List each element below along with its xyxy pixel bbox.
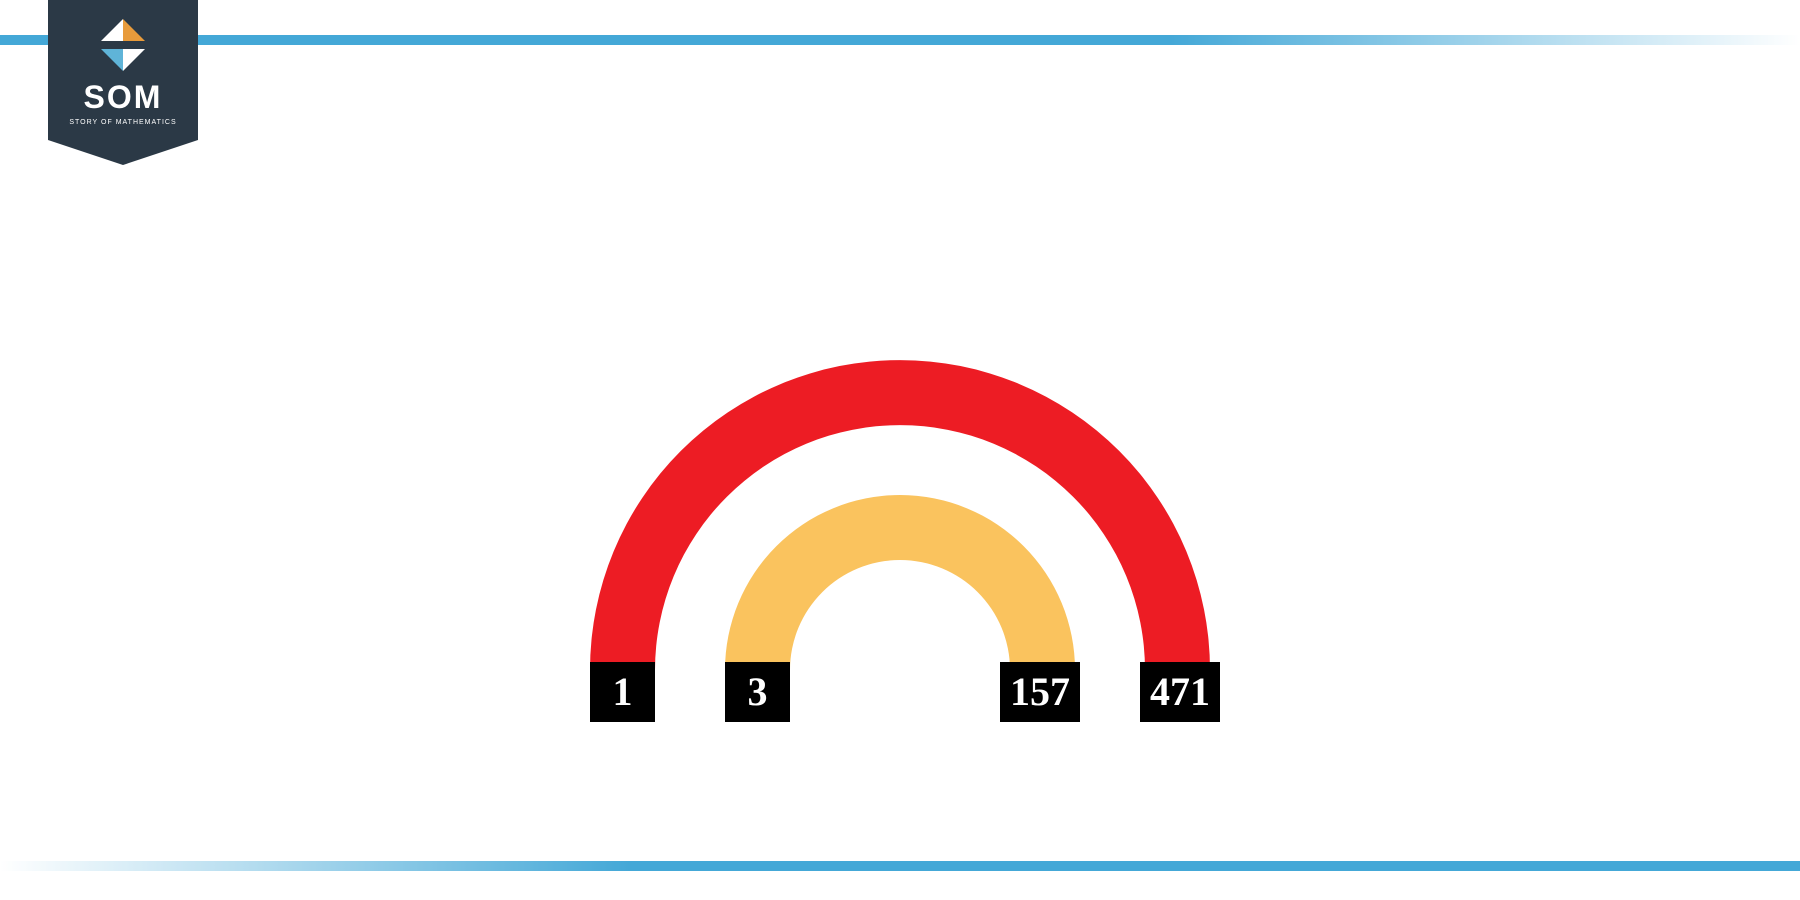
top-accent-bar [0,32,1800,42]
factor-label-157: 157 [1000,662,1080,722]
bottom-accent-bar [0,858,1800,868]
arcs-svg [550,320,1250,700]
factor-label-1: 1 [590,662,655,722]
factor-rainbow-diagram: 13157471 [550,320,1250,700]
arc-inner [725,495,1075,670]
factor-label-471: 471 [1140,662,1220,722]
factor-label-3: 3 [725,662,790,722]
logo-text-sub: STORY OF MATHEMATICS [69,119,176,126]
logo-text-main: SOM [84,79,163,115]
som-logo-badge: SOM STORY OF MATHEMATICS [48,0,198,170]
